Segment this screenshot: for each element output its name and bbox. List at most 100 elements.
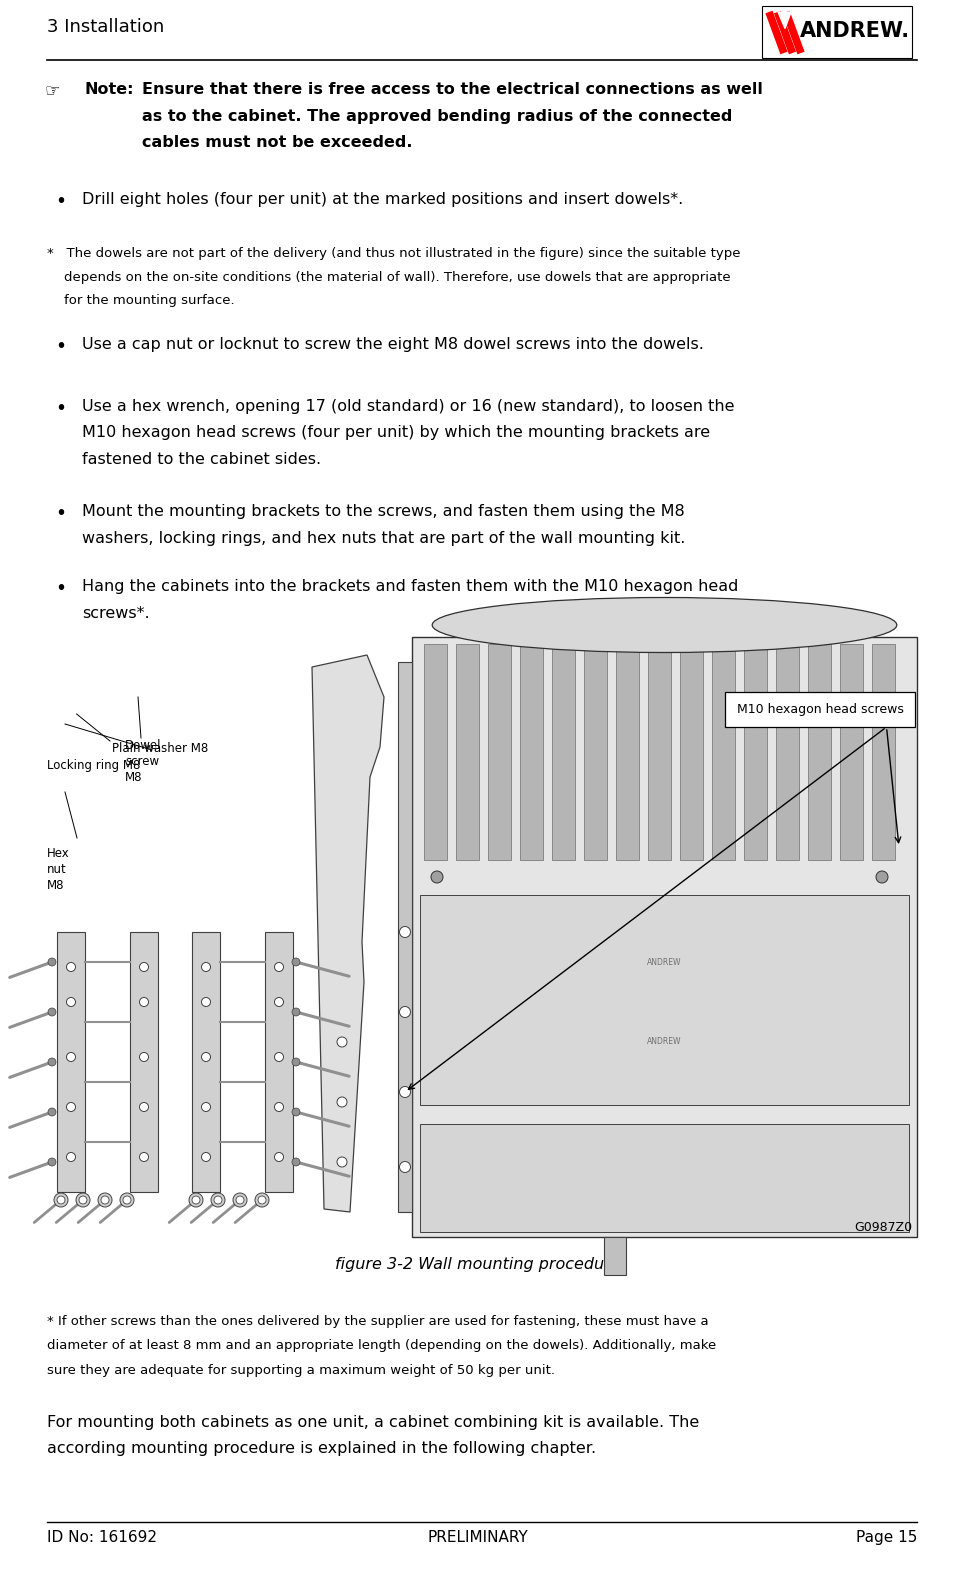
Bar <box>776 645 799 860</box>
Bar <box>57 932 85 1192</box>
Text: according mounting procedure is explained in the following chapter.: according mounting procedure is explaine… <box>47 1442 596 1457</box>
Text: as to the cabinet. The approved bending radius of the connected: as to the cabinet. The approved bending … <box>142 108 732 124</box>
Text: *   The dowels are not part of the delivery (and thus not illustrated in the fig: * The dowels are not part of the deliver… <box>47 247 740 259</box>
Circle shape <box>274 1102 284 1111</box>
Text: Page 15: Page 15 <box>856 1530 917 1545</box>
Text: For mounting both cabinets as one unit, a cabinet combining kit is available. Th: For mounting both cabinets as one unit, … <box>47 1415 699 1431</box>
Circle shape <box>67 998 75 1006</box>
Bar <box>192 932 220 1192</box>
Text: diameter of at least 8 mm and an appropriate length (depending on the dowels). A: diameter of at least 8 mm and an appropr… <box>47 1339 716 1352</box>
Text: Note:: Note: <box>85 82 135 97</box>
Circle shape <box>211 1193 225 1207</box>
Bar <box>712 645 735 860</box>
Text: •: • <box>55 192 66 211</box>
Text: Hang the cabinets into the brackets and fasten them with the M10 hexagon head: Hang the cabinets into the brackets and … <box>82 578 738 594</box>
Circle shape <box>399 1162 411 1173</box>
Bar <box>130 932 158 1192</box>
Circle shape <box>274 1152 284 1162</box>
Circle shape <box>139 1152 148 1162</box>
Circle shape <box>67 1152 75 1162</box>
Circle shape <box>57 1196 65 1204</box>
Circle shape <box>139 998 148 1006</box>
Text: ☞: ☞ <box>45 82 60 101</box>
Bar <box>520 645 543 860</box>
Bar <box>725 692 915 726</box>
Circle shape <box>57 1196 65 1204</box>
Circle shape <box>399 926 411 937</box>
Bar <box>398 662 412 1212</box>
Bar <box>680 645 703 860</box>
Text: Plain washer M8: Plain washer M8 <box>112 742 208 755</box>
Text: Mount the mounting brackets to the screws, and fasten them using the M8: Mount the mounting brackets to the screw… <box>82 505 685 519</box>
Circle shape <box>337 1157 347 1166</box>
Text: M10 hexagon head screws (four per unit) by which the mounting brackets are: M10 hexagon head screws (four per unit) … <box>82 426 711 440</box>
Circle shape <box>202 998 210 1006</box>
Bar <box>604 1237 626 1275</box>
Circle shape <box>258 1196 266 1204</box>
Circle shape <box>139 1102 148 1111</box>
Text: Ensure that there is free access to the electrical connections as well: Ensure that there is free access to the … <box>142 82 763 97</box>
Circle shape <box>48 1058 56 1066</box>
Text: screws*.: screws*. <box>82 605 150 621</box>
Text: for the mounting surface.: for the mounting surface. <box>47 294 235 307</box>
Bar <box>744 645 767 860</box>
Text: Drill eight holes (four per unit) at the marked positions and insert dowels*.: Drill eight holes (four per unit) at the… <box>82 192 683 208</box>
Circle shape <box>258 1196 266 1204</box>
Bar <box>265 932 293 1192</box>
Circle shape <box>98 1193 112 1207</box>
Circle shape <box>202 1102 210 1111</box>
Bar <box>552 645 575 860</box>
Circle shape <box>214 1196 222 1204</box>
Circle shape <box>236 1196 244 1204</box>
Text: •: • <box>55 399 66 418</box>
Text: M10 hexagon head screws: M10 hexagon head screws <box>736 703 903 715</box>
Circle shape <box>274 1053 284 1061</box>
Bar <box>762 6 912 58</box>
Circle shape <box>431 871 443 883</box>
Circle shape <box>274 962 284 971</box>
Circle shape <box>48 1159 56 1166</box>
Circle shape <box>255 1193 269 1207</box>
Circle shape <box>292 1159 300 1166</box>
Circle shape <box>192 1196 200 1204</box>
Text: fastened to the cabinet sides.: fastened to the cabinet sides. <box>82 453 321 467</box>
Bar <box>808 645 831 860</box>
Circle shape <box>274 998 284 1006</box>
Circle shape <box>202 1053 210 1061</box>
Circle shape <box>139 1053 148 1061</box>
Circle shape <box>48 1108 56 1116</box>
Circle shape <box>123 1196 131 1204</box>
Circle shape <box>101 1196 109 1204</box>
Circle shape <box>292 957 300 967</box>
Circle shape <box>214 1196 222 1204</box>
Bar <box>456 645 479 860</box>
Circle shape <box>101 1196 109 1204</box>
Circle shape <box>399 1006 411 1017</box>
Polygon shape <box>312 656 384 1212</box>
Circle shape <box>202 962 210 971</box>
Circle shape <box>192 1196 200 1204</box>
Text: •: • <box>55 578 66 597</box>
Circle shape <box>233 1193 247 1207</box>
Text: Use a hex wrench, opening 17 (old standard) or 16 (new standard), to loosen the: Use a hex wrench, opening 17 (old standa… <box>82 399 734 413</box>
Circle shape <box>48 957 56 967</box>
Circle shape <box>292 1008 300 1016</box>
Text: washers, locking rings, and hex nuts that are part of the wall mounting kit.: washers, locking rings, and hex nuts tha… <box>82 530 686 545</box>
Text: * If other screws than the ones delivered by the supplier are used for fastening: * If other screws than the ones delivere… <box>47 1316 709 1328</box>
Text: ANDREW: ANDREW <box>647 1038 682 1047</box>
Circle shape <box>123 1196 131 1204</box>
Circle shape <box>399 1086 411 1097</box>
Circle shape <box>79 1196 87 1204</box>
Circle shape <box>67 1053 75 1061</box>
Circle shape <box>54 1193 68 1207</box>
Circle shape <box>76 1193 90 1207</box>
Text: figure 3-2 Wall mounting procedure: figure 3-2 Wall mounting procedure <box>334 1258 621 1272</box>
Ellipse shape <box>433 597 897 652</box>
Text: ANDREW.: ANDREW. <box>800 20 910 41</box>
Text: 3 Installation: 3 Installation <box>47 17 164 36</box>
Text: PRELIMINARY: PRELIMINARY <box>427 1530 528 1545</box>
Circle shape <box>67 962 75 971</box>
Text: Hex
nut
M8: Hex nut M8 <box>47 847 70 891</box>
Bar <box>648 645 671 860</box>
Circle shape <box>202 1152 210 1162</box>
